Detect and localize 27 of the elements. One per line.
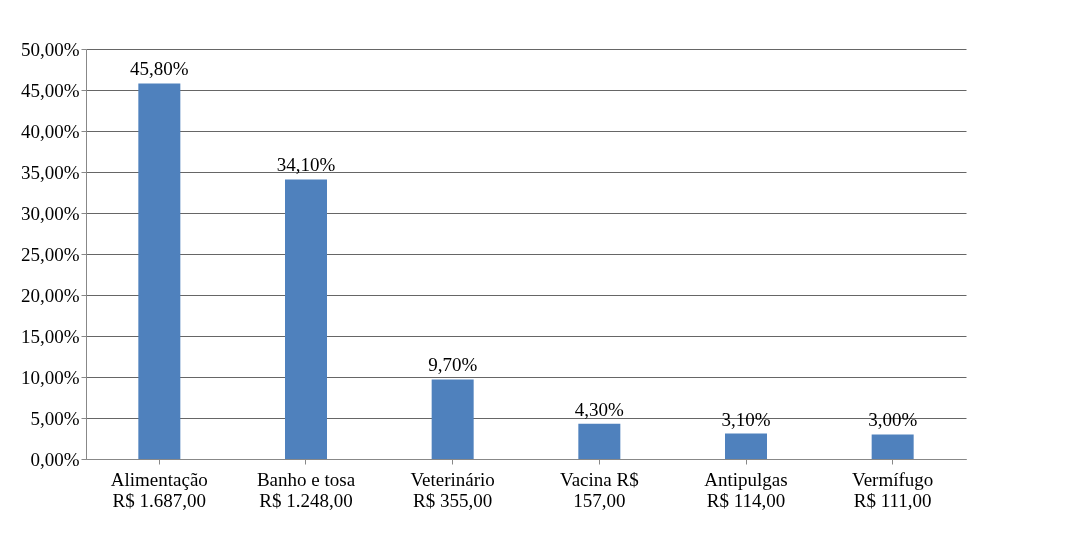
x-tick-label: Vermífugo R$ 111,00 — [852, 468, 934, 511]
bar — [725, 433, 767, 459]
x-tick-label: Antipulgas R$ 114,00 — [704, 468, 788, 511]
x-tick-label: Alimentação R$ 1.687,00 — [110, 468, 208, 511]
y-tick-label: 40,00% — [20, 120, 80, 142]
y-tick-label: 35,00% — [20, 161, 80, 183]
bar — [431, 379, 474, 459]
bar — [285, 179, 327, 459]
data-label: 9,70% — [428, 354, 478, 376]
y-tick-label: 0,00% — [30, 448, 80, 470]
y-tick-label: 25,00% — [20, 243, 80, 265]
y-tick-label: 45,00% — [20, 79, 80, 101]
y-tick-label: 15,00% — [20, 325, 80, 347]
x-tick-label: Banho e tosa R$ 1.248,00 — [256, 468, 356, 511]
y-tick-label: 50,00% — [20, 38, 80, 60]
x-tick-label: Veterinário R$ 355,00 — [410, 468, 495, 511]
data-label: 4,30% — [574, 398, 625, 420]
data-label: 45,80% — [130, 58, 189, 80]
y-tick-label: 30,00% — [20, 202, 80, 224]
y-tick-label: 10,00% — [20, 366, 80, 388]
x-tick-label: Vacina R$ 157,00 — [560, 468, 639, 511]
y-tick-label: 5,00% — [30, 407, 80, 429]
y-tick-label: 20,00% — [20, 284, 80, 306]
bar — [578, 423, 621, 459]
bar — [871, 434, 914, 459]
data-label: 34,10% — [276, 154, 336, 176]
bar — [138, 83, 181, 459]
